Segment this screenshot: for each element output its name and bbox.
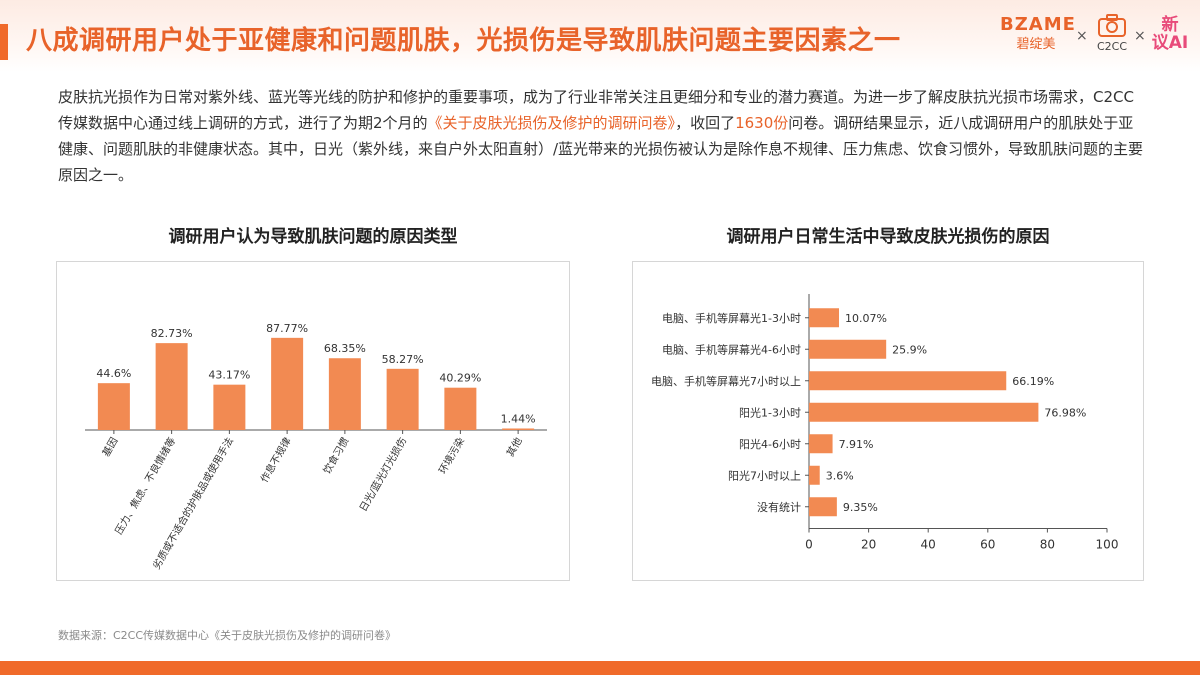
bar-value-label-4: 87.77% [266, 322, 308, 335]
y-tick-label-7: 没有统计 [757, 500, 801, 514]
hbar-value-label-2: 25.9% [892, 343, 927, 356]
bar-7 [444, 387, 477, 430]
x-tick-label-8: 其他 [503, 435, 524, 459]
hbar-value-label-4: 76.98% [1044, 406, 1086, 419]
hbar-value-label-1: 10.07% [845, 312, 887, 325]
intro-survey-name: 《关于皮肤光损伤及修护的调研问卷》 [427, 114, 676, 132]
x-tick-label-2: 压力、焦虑、不良情绪等 [112, 435, 178, 537]
y-tick-label-2: 电脑、手机等屏幕光4-6小时 [662, 342, 801, 356]
page-title: 八成调研用户处于亚健康和问题肌肤，光损伤是导致肌肤问题主要因素之一 [26, 26, 901, 56]
hbar-5 [809, 434, 833, 454]
x-tick-label-1: 0 [805, 538, 813, 552]
bar-8 [502, 428, 535, 430]
c2cc-logo-text: C2CC [1096, 40, 1128, 53]
intro-paragraph: 皮肤抗光损作为日常对紫外线、蓝光等光线的防护和修护的重要事项，成为了行业非常关注… [58, 84, 1148, 188]
intro-text-1: 皮肤抗光损作为日常对紫外线、蓝光等光线的防护和修护的重要事项，成为了行业非常关注… [58, 88, 1134, 132]
bzame-logo-subtext: 碧绽美 [1016, 37, 1056, 52]
hbar-1 [809, 308, 840, 328]
left-chart-title: 调研用户认为导致肌肤问题的原因类型 [168, 227, 458, 247]
bar-5 [328, 358, 361, 430]
bar-3 [213, 384, 246, 430]
hbar-3 [809, 371, 1007, 391]
bar-value-label-7: 40.29% [439, 372, 481, 385]
hbar-4 [809, 402, 1039, 422]
partner-logos: BZAME 碧绽美 × C2CC × 新 议AI [1000, 14, 1196, 64]
x-tick-label-5: 饮食习惯 [320, 435, 351, 476]
bottom-accent-band [0, 661, 1200, 675]
xin-logo-line2: 议AI [1151, 33, 1189, 53]
x-tick-label-4: 作息不规律 [257, 435, 293, 485]
bar-4 [271, 337, 304, 430]
x-tick-label-1: 基因 [99, 435, 120, 459]
left-chart-svg: 44.6%基因82.73%压力、焦虑、不良情绪等43.17%劣质或不适合的护肤品… [85, 322, 547, 571]
x-tick-label-6: 日光/蓝光灯光损伤 [356, 435, 409, 514]
hbar-value-label-5: 7.91% [839, 438, 874, 451]
intro-count: 1630份 [735, 114, 789, 132]
logo-separator-1: × [1076, 28, 1088, 44]
xin-logo: 新 议AI [1148, 16, 1192, 52]
bar-1 [97, 383, 130, 430]
hbar-value-label-7: 9.35% [843, 501, 878, 514]
intro-text-2: ，收回了 [675, 114, 736, 132]
bar-value-label-5: 68.35% [324, 342, 366, 355]
x-tick-label-7: 环境污染 [436, 435, 467, 476]
x-tick-label-5: 80 [1040, 538, 1055, 552]
hbar-2 [809, 339, 887, 359]
xin-logo-line1: 新 [1161, 15, 1179, 35]
intro-text-3: 问卷。调研结果显示，近八成调研用户的肌肤处于亚健康、问题肌肤的非健康状态。其中，… [58, 114, 1144, 184]
y-tick-label-1: 电脑、手机等屏幕光1-3小时 [662, 311, 801, 325]
y-tick-label-5: 阳光4-6小时 [739, 437, 801, 451]
left-chart-box: 44.6% 基因 82.73% 压力、焦虑、不良情绪等 43.17% 劣质或不适合的护肤品… [56, 261, 570, 581]
hbar-7 [809, 497, 837, 517]
y-tick-label-6: 阳光7小时以上 [728, 468, 801, 482]
logo-separator-2: × [1134, 28, 1146, 44]
x-tick-label-4: 60 [980, 538, 995, 552]
hbar-value-label-6: 3.6% [826, 469, 854, 482]
bar-value-label-1: 44.6% [96, 367, 131, 380]
bar-value-label-3: 43.17% [208, 369, 250, 382]
hbar-6 [809, 465, 820, 485]
x-tick-label-2: 20 [861, 538, 876, 552]
right-chart-svg: 0 20 40 60 80 100 10.07% 电脑、手机等屏幕光1-3小时 25.9% 电脑、… [651, 294, 1119, 552]
bar-value-label-8: 1.44% [501, 412, 536, 425]
hbar-value-label-3: 66.19% [1012, 375, 1054, 388]
header-band [0, 0, 1200, 72]
y-tick-label-4: 阳光1-3小时 [739, 405, 801, 419]
bar-2 [155, 343, 188, 430]
c2cc-logo: C2CC [1092, 14, 1132, 53]
right-chart-title: 调研用户日常生活中导致皮肤光损伤的原因 [726, 227, 1050, 247]
x-tick-label-6: 100 [1096, 538, 1119, 552]
bar-value-label-6: 58.27% [382, 353, 424, 366]
camera-icon [1098, 14, 1126, 37]
y-tick-label-3: 电脑、手机等屏幕光7小时以上 [651, 374, 801, 388]
title-accent-bar [0, 24, 8, 60]
bar-value-label-2: 82.73% [151, 327, 193, 340]
bzame-logo: BZAME 碧绽美 [1000, 14, 1076, 52]
data-source-note: 数据来源：C2CC传媒数据中心《关于皮肤光损伤及修护的调研问卷》 [58, 629, 397, 642]
right-chart-box: 0 20 40 60 80 100 10.07% 电脑、手机等屏幕光1-3小时 25.9% 电脑、… [632, 261, 1144, 581]
bar-6 [386, 368, 419, 430]
x-tick-label-3: 40 [921, 538, 936, 552]
bzame-logo-text: BZAME [1000, 14, 1076, 35]
